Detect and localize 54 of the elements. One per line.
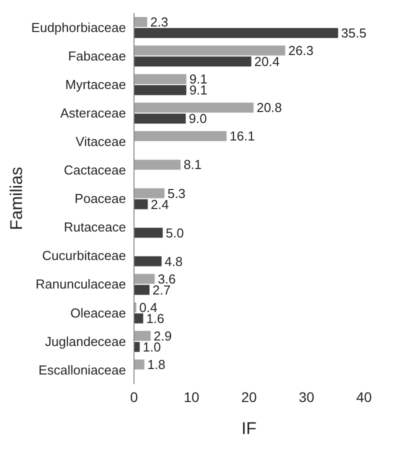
bar [134, 256, 162, 266]
y-tick-label: Oleaceae [70, 305, 126, 320]
data-label: 2.3 [150, 14, 168, 30]
x-tick-label: 30 [298, 388, 314, 405]
y-tick-label: Juglandeceae [45, 334, 126, 349]
data-label: 5.0 [166, 225, 184, 240]
data-label: 35.5 [341, 26, 366, 41]
data-label: 3.6 [158, 271, 176, 286]
data-label: 16.1 [230, 128, 255, 144]
bar [134, 274, 155, 284]
bar [134, 188, 164, 198]
data-label: 20.8 [256, 100, 282, 116]
data-label: 26.3 [288, 43, 314, 58]
y-tick-label: Cucurbitaceae [42, 248, 126, 264]
x-tick-label: 0 [130, 388, 138, 405]
bar [134, 46, 286, 56]
bar [134, 199, 148, 210]
bar [134, 342, 140, 352]
y-tick-label: Asteraceae [60, 106, 126, 120]
bar [134, 313, 144, 324]
x-axis-title: IF [241, 419, 257, 438]
bar [134, 131, 227, 142]
data-label: 5.3 [167, 186, 186, 201]
y-tick-label: Ranunculaceae [36, 276, 126, 292]
x-tick-label: 10 [184, 388, 200, 405]
y-tick-label: Vitaceae [76, 134, 126, 150]
y-tick-label: Poaceae [74, 191, 126, 206]
y-tick-label: Fabaceae [68, 48, 126, 64]
x-tick-label: 40 [356, 388, 372, 405]
bar [134, 284, 150, 295]
bar [134, 28, 338, 38]
bar [134, 74, 186, 84]
data-label: 1.8 [147, 357, 166, 372]
data-label: 2.4 [150, 196, 169, 212]
bar [134, 160, 181, 170]
bar [134, 228, 163, 238]
y-tick-label: Eudphorbiaceae [31, 20, 126, 35]
y-tick-label: Rutaceace [64, 220, 126, 235]
y-axis-title: Familias [7, 166, 26, 230]
bar [134, 17, 148, 27]
data-label: 9.0 [188, 111, 207, 126]
bar [134, 114, 186, 124]
bar [134, 359, 144, 370]
y-tick-label: Cactaceae [64, 162, 126, 178]
bar [134, 330, 151, 341]
data-label: 8.1 [184, 157, 202, 172]
y-tick-label: Myrtaceae [65, 76, 126, 92]
data-label: 20.4 [254, 54, 280, 70]
bar [134, 56, 252, 67]
data-label: 4.8 [164, 254, 183, 269]
bar [134, 85, 186, 96]
x-tick-label: 20 [241, 388, 257, 405]
bar [134, 102, 254, 113]
y-tick-label: Escalloniaceae [38, 362, 126, 378]
